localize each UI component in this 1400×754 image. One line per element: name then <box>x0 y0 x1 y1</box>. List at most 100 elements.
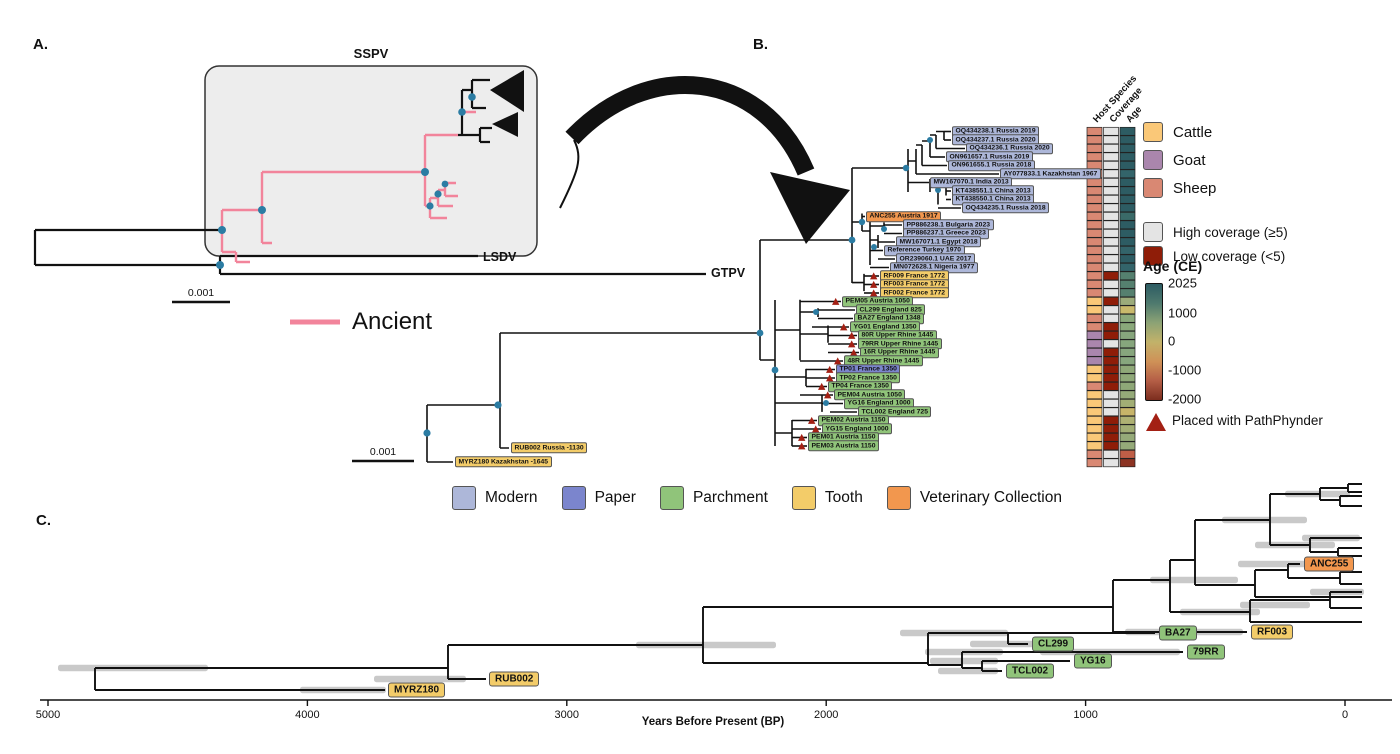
pathphynder-triangle <box>870 289 878 297</box>
paper-swatch <box>561 486 586 510</box>
host-legend-label: Goat <box>1173 151 1206 169</box>
tooth-swatch <box>791 486 816 510</box>
host-legend-item: Cattle <box>1143 122 1212 142</box>
collapsed-clade-triangle-1 <box>490 70 524 112</box>
panel-b-letter: B. <box>753 36 768 53</box>
gtpv-label: GTPV <box>711 266 746 280</box>
pathphynder-triangle <box>850 348 858 356</box>
material-legend-item: Tooth <box>791 486 863 510</box>
time-axis-title: Years Before Present (BP) <box>642 716 785 728</box>
host-legend-item: Sheep <box>1143 178 1216 198</box>
coverage-legend-item: High coverage (≥5) <box>1143 222 1288 242</box>
axis-tick-label: 0 <box>1342 709 1348 721</box>
panel-a-tree: SSPV LSDV GTPV <box>33 46 850 325</box>
pathphynder-triangle <box>832 297 840 305</box>
age-tick-label: -1000 <box>1168 362 1202 378</box>
material-legend-label: Parchment <box>692 489 768 506</box>
pathphynder-triangles <box>798 272 878 450</box>
material-legend-item: Parchment <box>659 486 768 510</box>
panel-b-node-dots <box>423 137 941 437</box>
age-tick-label: 0 <box>1168 333 1176 349</box>
host-legend-item: Goat <box>1143 150 1206 170</box>
material-legend-item: Paper <box>561 486 636 510</box>
material-legend: Modern Paper Parchment Tooth Veterinary Coll… <box>452 486 1062 510</box>
timetree-tip-label: 79RR <box>1187 644 1225 660</box>
time-axis-ticks: 5000 4000 3000 2000 1000 0 <box>36 700 1348 721</box>
pathphynder-legend: Placed with PathPhynder <box>1172 413 1323 428</box>
age-tick-label: 2025 <box>1168 275 1197 291</box>
tip-label: RF002 France 1772 <box>880 287 949 299</box>
ancient-legend-label: Ancient <box>352 308 433 335</box>
material-legend-item: Modern <box>452 486 538 510</box>
tip-label: RUB002 Russia -1130 <box>511 442 588 454</box>
timetree-tip-label: TCL002 <box>1006 663 1055 679</box>
age-legend-title: Age (CE) <box>1143 258 1203 274</box>
sheep-swatch <box>1143 178 1163 198</box>
age-colorbar <box>1145 283 1163 401</box>
collapsed-clade-triangle-2 <box>492 112 518 137</box>
timetree-tip-label: BA27 <box>1159 625 1197 641</box>
pathphynder-legend-label: Placed with PathPhynder <box>1172 413 1323 428</box>
axis-tick-label: 1000 <box>1073 709 1097 721</box>
axis-tick-label: 3000 <box>555 709 579 721</box>
sspv-label: SSPV <box>354 46 389 61</box>
cattle-swatch <box>1143 122 1163 142</box>
pathphynder-triangle <box>870 280 878 288</box>
panel-b-scale-label: 0.001 <box>370 446 396 458</box>
timetree-tip-label: MYRZ180 <box>388 682 446 698</box>
material-legend-label: Tooth <box>824 489 863 506</box>
axis-tick-label: 5000 <box>36 709 60 721</box>
material-legend-label: Veterinary Collection <box>919 489 1062 506</box>
pathphynder-triangle <box>840 323 848 331</box>
host-legend-label: Sheep <box>1173 179 1217 197</box>
panel-a-letter: A. <box>33 36 48 53</box>
modern-swatch <box>452 486 476 510</box>
panel-a-node-dots <box>216 93 476 269</box>
parchment-swatch <box>659 486 684 510</box>
coverage-legend-item: Low coverage (<5) <box>1143 246 1285 266</box>
tip-label: ON961655.1 Russia 2018 <box>948 159 1035 172</box>
material-legend-item: Veterinary Collection <box>886 486 1062 510</box>
panel-c-tree: 5000 4000 3000 2000 1000 0 Years Before Prese… <box>36 483 1392 728</box>
pathphynder-triangle <box>826 365 834 373</box>
timetree-tip-label: YG16 <box>1074 653 1112 669</box>
panel-a-scale-label: 0.001 <box>188 287 214 299</box>
material-legend-label: Paper <box>594 489 636 506</box>
timetree-tip-label: RUB002 <box>489 671 540 687</box>
timetree-tip-label: CL299 <box>1032 636 1075 652</box>
axis-tick-label: 4000 <box>295 709 319 721</box>
axis-tick-label: 2000 <box>814 709 838 721</box>
pathphynder-triangle <box>818 382 826 390</box>
panel-a-black-branches <box>33 228 706 276</box>
low-coverage-swatch <box>1143 246 1163 266</box>
panel-c-letter: C. <box>36 512 51 529</box>
pathphynder-triangle <box>834 357 842 365</box>
tip-label: MYRZ180 Kazakhstan -1645 <box>455 456 552 468</box>
age-tick-label: -2000 <box>1168 391 1202 407</box>
panel-c-skeleton <box>94 483 1362 691</box>
arrow-to-panel-b <box>559 76 850 244</box>
tip-label: TCL002 England 725 <box>858 406 932 418</box>
timetree-tip-label: RF003 <box>1251 624 1294 640</box>
pathphynder-triangle <box>848 340 856 348</box>
pathphynder-triangle <box>826 374 834 382</box>
goat-swatch <box>1143 150 1163 170</box>
high-coverage-swatch <box>1143 222 1163 242</box>
pathphynder-triangle <box>798 442 806 450</box>
pathphynder-triangle <box>798 433 806 441</box>
pathphynder-triangle <box>808 416 816 424</box>
material-legend-label: Modern <box>485 489 538 506</box>
tip-label: AY077833.1 Kazakhstan 1967 <box>1000 168 1101 180</box>
pathphynder-triangle <box>848 331 856 339</box>
timetree-tip-label: ANC255 <box>1304 556 1355 572</box>
tip-label: OQ434235.1 Russia 2018 <box>962 202 1050 214</box>
coverage-legend-label: Low coverage (<5) <box>1173 248 1286 264</box>
age-tick-label: 1000 <box>1168 305 1197 321</box>
pathphynder-triangle <box>824 391 832 399</box>
lsdv-label: LSDV <box>483 250 517 264</box>
pathphynder-triangle <box>870 272 878 280</box>
panel-b-tip-branches <box>792 130 999 447</box>
coverage-legend-label: High coverage (≥5) <box>1173 224 1288 240</box>
